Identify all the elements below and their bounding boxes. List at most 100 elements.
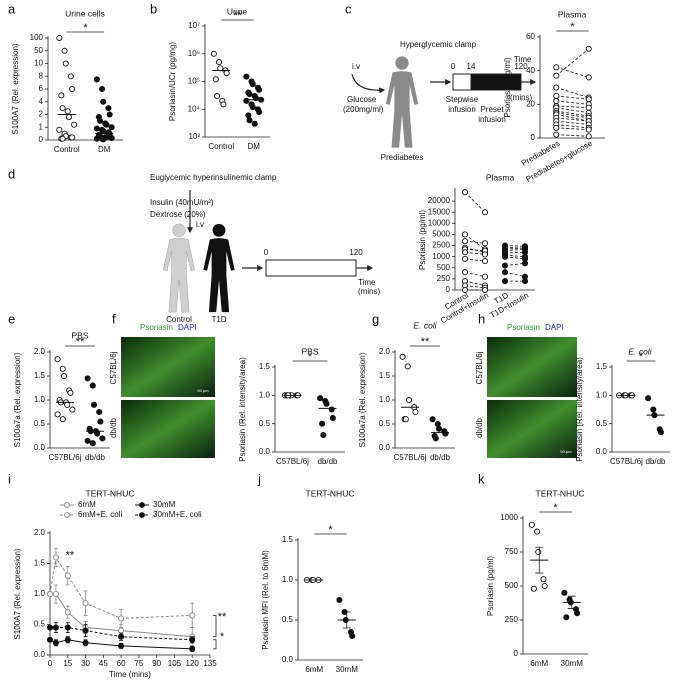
x-tick-label: 30mM — [561, 659, 584, 668]
y-tick-label: 1.5 — [282, 535, 294, 544]
data-point — [501, 278, 509, 285]
subject-label: Control — [166, 315, 192, 324]
data-point — [541, 582, 548, 590]
y-tick-label: 0.5 — [282, 615, 294, 624]
pair-line — [504, 248, 526, 252]
error-bar — [567, 595, 576, 609]
pair-line — [555, 48, 590, 77]
data-point — [412, 408, 419, 416]
x-tick-label: 60 — [117, 659, 126, 668]
micrograph — [487, 337, 577, 397]
y-tick-label: 5000 — [432, 230, 450, 239]
stain-label: DAPI — [178, 323, 197, 332]
micrographs-h: Psoriasin DAPI C57BL/6j db/db 50 µm — [475, 323, 577, 458]
data-point — [93, 135, 100, 142]
significance-label: * — [553, 502, 558, 514]
y-tick-label: 750 — [505, 547, 519, 556]
data-point — [103, 121, 110, 128]
y-tick-label: 0 — [446, 285, 451, 294]
panel-letter: e — [8, 311, 15, 326]
data-point — [461, 286, 469, 294]
data-point — [108, 135, 115, 142]
data-point — [481, 240, 489, 247]
y-tick-label: 1.5 — [259, 362, 271, 371]
y-tick-label: 100 — [30, 33, 44, 42]
y-tick-label: 1.0 — [379, 395, 391, 404]
data-point — [90, 401, 98, 408]
data-point — [61, 47, 68, 54]
data-point — [574, 610, 581, 617]
data-point — [323, 400, 330, 407]
phase-box — [470, 73, 522, 91]
y-tick-label: 0.0 — [34, 650, 46, 659]
chart-title: Urine cells — [65, 8, 105, 18]
data-point — [64, 572, 71, 579]
x-tick-label: C57BL/6j — [276, 457, 309, 466]
y-tick-label: 1.5 — [379, 371, 391, 380]
y-tick-label: 1.0 — [282, 575, 294, 584]
y-tick-label: 10³ — [188, 132, 200, 141]
person-icon — [203, 223, 235, 313]
panel-letter: f — [112, 311, 116, 326]
legend-marker — [64, 502, 70, 508]
data-point — [528, 521, 535, 528]
y-tick-label: 1 — [39, 122, 44, 131]
x-tick-label: 45 — [99, 659, 108, 668]
data-point — [435, 425, 443, 432]
pair-line — [556, 95, 589, 100]
time-label: 0 — [451, 62, 456, 71]
y-tick-label: 10000 — [428, 218, 451, 227]
time-label: 120 — [349, 248, 363, 257]
data-point — [442, 430, 449, 437]
data-point — [243, 97, 250, 104]
y-tick-label: 0 — [514, 649, 519, 658]
legend-label: 30mM — [153, 500, 176, 509]
data-point — [481, 251, 489, 258]
data-point — [106, 111, 113, 118]
data-point — [329, 414, 336, 422]
pair-line — [504, 245, 526, 247]
data-point — [46, 590, 54, 598]
data-point — [585, 126, 592, 133]
legend-marker — [64, 512, 70, 518]
data-point — [82, 627, 89, 634]
data-point — [249, 81, 256, 88]
y-axis-label: Psoriasin (Rel. intensity/area) — [575, 357, 584, 462]
pair-line — [556, 127, 589, 130]
data-point — [215, 59, 223, 66]
micrograph — [121, 400, 215, 458]
x-axis-label: Time (mins) — [109, 670, 151, 679]
data-point — [320, 431, 327, 439]
x-tick-label: 105 — [168, 659, 182, 668]
y-tick-label: 2 — [39, 110, 44, 119]
data-point — [256, 108, 263, 115]
annotation: * — [220, 631, 225, 643]
x-tick-label: db/db — [645, 457, 666, 466]
data-point — [585, 45, 592, 52]
data-point — [563, 614, 570, 621]
y-tick-label: 0.0 — [259, 447, 271, 456]
pair-line — [556, 107, 589, 114]
pair-line — [464, 285, 486, 289]
pair-line — [556, 112, 589, 119]
axis-line — [611, 365, 670, 453]
data-point — [319, 420, 326, 427]
data-point — [461, 189, 469, 196]
data-point — [585, 74, 592, 81]
y-tick-label: 6 — [39, 84, 44, 93]
data-point — [530, 585, 537, 592]
data-point — [553, 124, 560, 131]
pair-line — [504, 256, 526, 260]
data-point — [246, 91, 253, 98]
data-point — [349, 632, 356, 640]
x-tick-label: C57BL/6j — [394, 453, 427, 462]
data-point — [328, 406, 335, 413]
data-point — [399, 353, 406, 360]
data-point — [429, 416, 436, 423]
data-point — [402, 416, 409, 423]
data-point — [212, 76, 219, 83]
data-point — [94, 430, 101, 437]
micrograph — [487, 400, 577, 458]
data-point — [461, 249, 469, 256]
